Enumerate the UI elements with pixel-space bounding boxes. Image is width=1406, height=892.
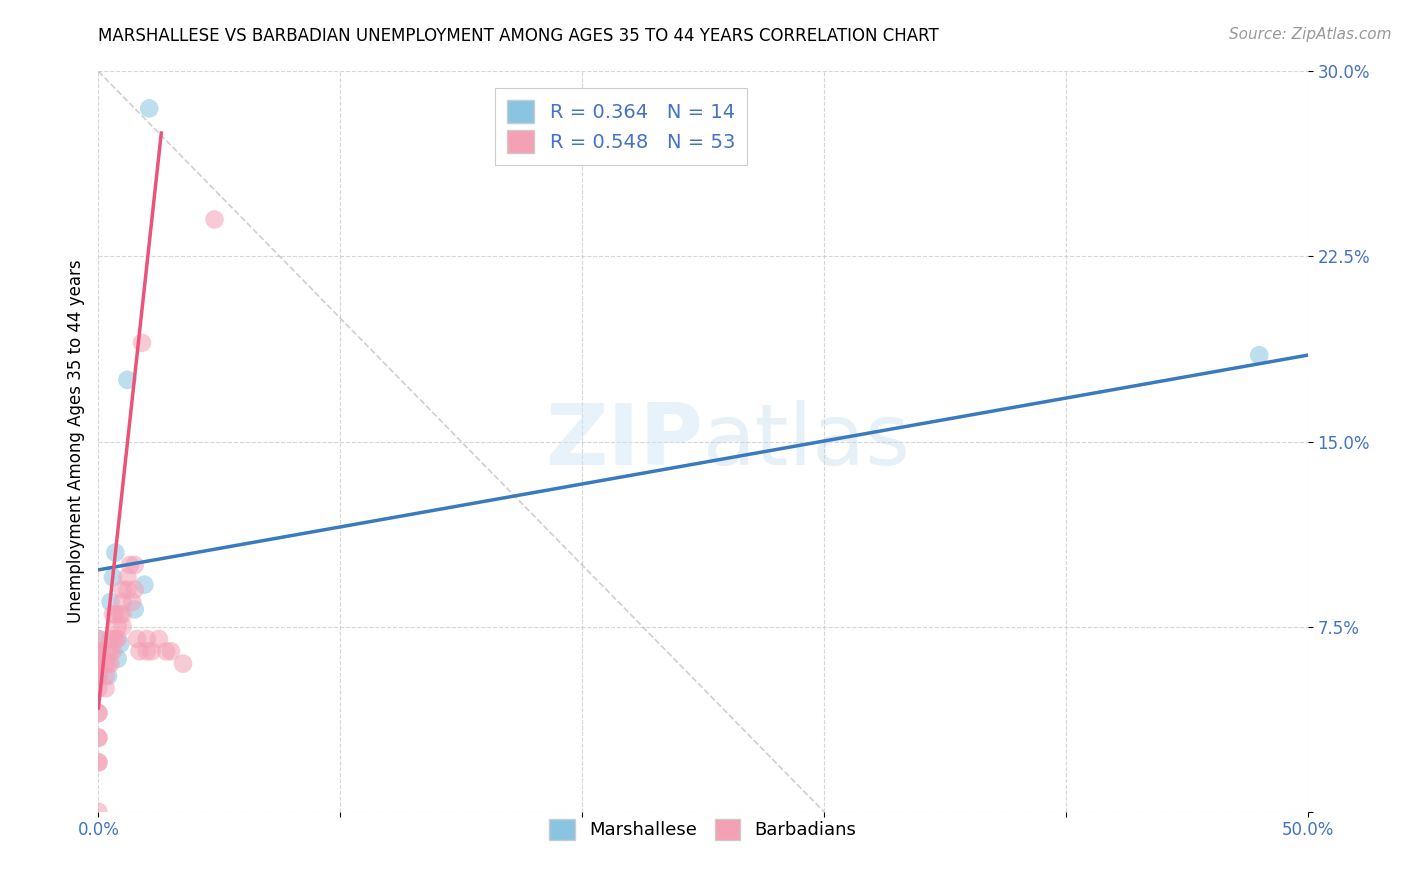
Point: [94, 657, 117, 671]
Point: [87, 632, 110, 646]
Text: Source: ZipAtlas.com: Source: ZipAtlas.com: [1229, 27, 1392, 42]
Point: [138, 102, 160, 116]
Point: [104, 607, 127, 622]
Point: [131, 335, 153, 350]
Point: [124, 582, 146, 597]
Point: [1249, 348, 1271, 362]
Point: [101, 644, 124, 658]
Point: [135, 644, 157, 658]
Point: [87, 706, 110, 720]
Point: [100, 644, 122, 658]
Point: [108, 607, 131, 622]
Point: [87, 669, 110, 683]
Point: [117, 570, 139, 584]
Point: [87, 731, 110, 745]
Point: [100, 632, 122, 646]
Point: [97, 644, 120, 658]
Point: [111, 595, 134, 609]
Point: [117, 373, 139, 387]
Point: [94, 669, 117, 683]
Point: [107, 619, 129, 633]
Point: [97, 669, 120, 683]
Point: [124, 602, 146, 616]
Point: [87, 669, 110, 683]
Point: [172, 657, 194, 671]
Point: [117, 582, 139, 597]
Text: MARSHALLESE VS BARBADIAN UNEMPLOYMENT AMONG AGES 35 TO 44 YEARS CORRELATION CHAR: MARSHALLESE VS BARBADIAN UNEMPLOYMENT AM…: [98, 27, 939, 45]
Y-axis label: Unemployment Among Ages 35 to 44 years: Unemployment Among Ages 35 to 44 years: [66, 260, 84, 624]
Point: [87, 756, 110, 770]
Point: [94, 681, 117, 696]
Point: [121, 595, 143, 609]
Point: [160, 644, 183, 658]
Point: [87, 644, 110, 658]
Point: [100, 657, 122, 671]
Point: [111, 582, 134, 597]
Point: [101, 632, 124, 646]
Point: [104, 632, 127, 646]
Point: [87, 657, 110, 671]
Point: [97, 657, 120, 671]
Point: [104, 546, 127, 560]
Point: [135, 632, 157, 646]
Point: [87, 706, 110, 720]
Point: [148, 632, 170, 646]
Point: [128, 644, 150, 658]
Point: [87, 669, 110, 683]
Point: [127, 632, 149, 646]
Point: [87, 657, 110, 671]
Point: [87, 644, 110, 658]
Point: [87, 644, 110, 658]
Text: atlas: atlas: [703, 400, 911, 483]
Point: [87, 632, 110, 646]
Point: [107, 632, 129, 646]
Point: [87, 805, 110, 819]
Text: ZIP: ZIP: [546, 400, 703, 483]
Point: [87, 731, 110, 745]
Point: [100, 595, 122, 609]
Point: [101, 570, 124, 584]
Point: [118, 558, 141, 572]
Point: [87, 756, 110, 770]
Point: [87, 644, 110, 658]
Point: [134, 577, 156, 591]
Point: [155, 644, 177, 658]
Point: [141, 644, 163, 658]
Point: [204, 212, 226, 227]
Point: [107, 651, 129, 665]
Legend: Marshallese, Barbadians: Marshallese, Barbadians: [543, 812, 863, 847]
Point: [124, 558, 146, 572]
Point: [111, 619, 134, 633]
Point: [101, 607, 124, 622]
Point: [108, 637, 131, 651]
Point: [87, 681, 110, 696]
Point: [111, 607, 134, 622]
